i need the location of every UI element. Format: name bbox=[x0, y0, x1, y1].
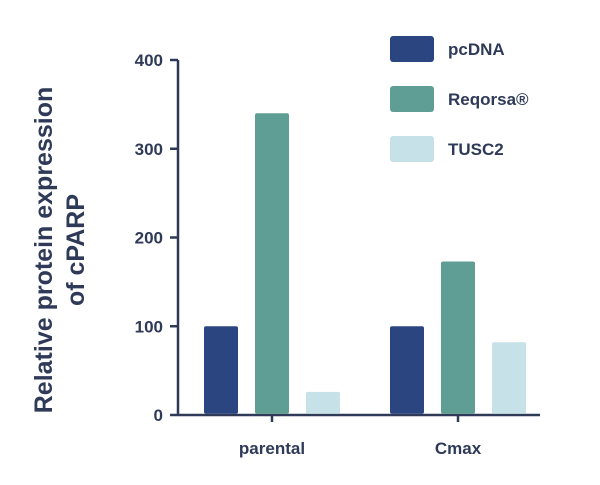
legend-swatch-pcdna bbox=[390, 36, 434, 62]
y-tick-label: 100 bbox=[135, 317, 163, 336]
x-tick-label-cmax: Cmax bbox=[435, 439, 482, 458]
bar-cmax-tusc2 bbox=[492, 342, 526, 414]
legend-swatch-tusc2 bbox=[390, 136, 434, 162]
legend-label-reqorsa: Reqorsa® bbox=[448, 90, 529, 109]
legend-label-tusc2: TUSC2 bbox=[448, 140, 504, 159]
y-tick-label: 300 bbox=[135, 140, 163, 159]
y-axis-label: Relative protein expression of cPARP bbox=[30, 87, 90, 414]
bar-parental-pcdna bbox=[204, 326, 238, 414]
bar-parental-reqorsa bbox=[255, 113, 289, 414]
x-tick-label-parental: parental bbox=[239, 439, 305, 458]
axes: 0 100 200 300 400 bbox=[135, 51, 540, 425]
bars bbox=[204, 113, 526, 414]
bar-cmax-reqorsa bbox=[441, 261, 475, 414]
legend: pcDNA Reqorsa® TUSC2 bbox=[390, 36, 529, 162]
y-tick-label: 200 bbox=[135, 229, 163, 248]
y-tick-label: 400 bbox=[135, 51, 163, 70]
y-tick-label: 0 bbox=[154, 406, 163, 425]
y-axis-label-line-1: Relative protein expression bbox=[30, 87, 58, 414]
x-axis-tick-labels: parental Cmax bbox=[239, 439, 482, 458]
bar-parental-tusc2 bbox=[306, 391, 340, 414]
y-axis-label-line-2: of cPARP bbox=[62, 194, 90, 306]
legend-swatch-reqorsa bbox=[390, 86, 434, 112]
bar-cmax-pcdna bbox=[390, 326, 424, 414]
legend-label-pcdna: pcDNA bbox=[448, 40, 505, 59]
